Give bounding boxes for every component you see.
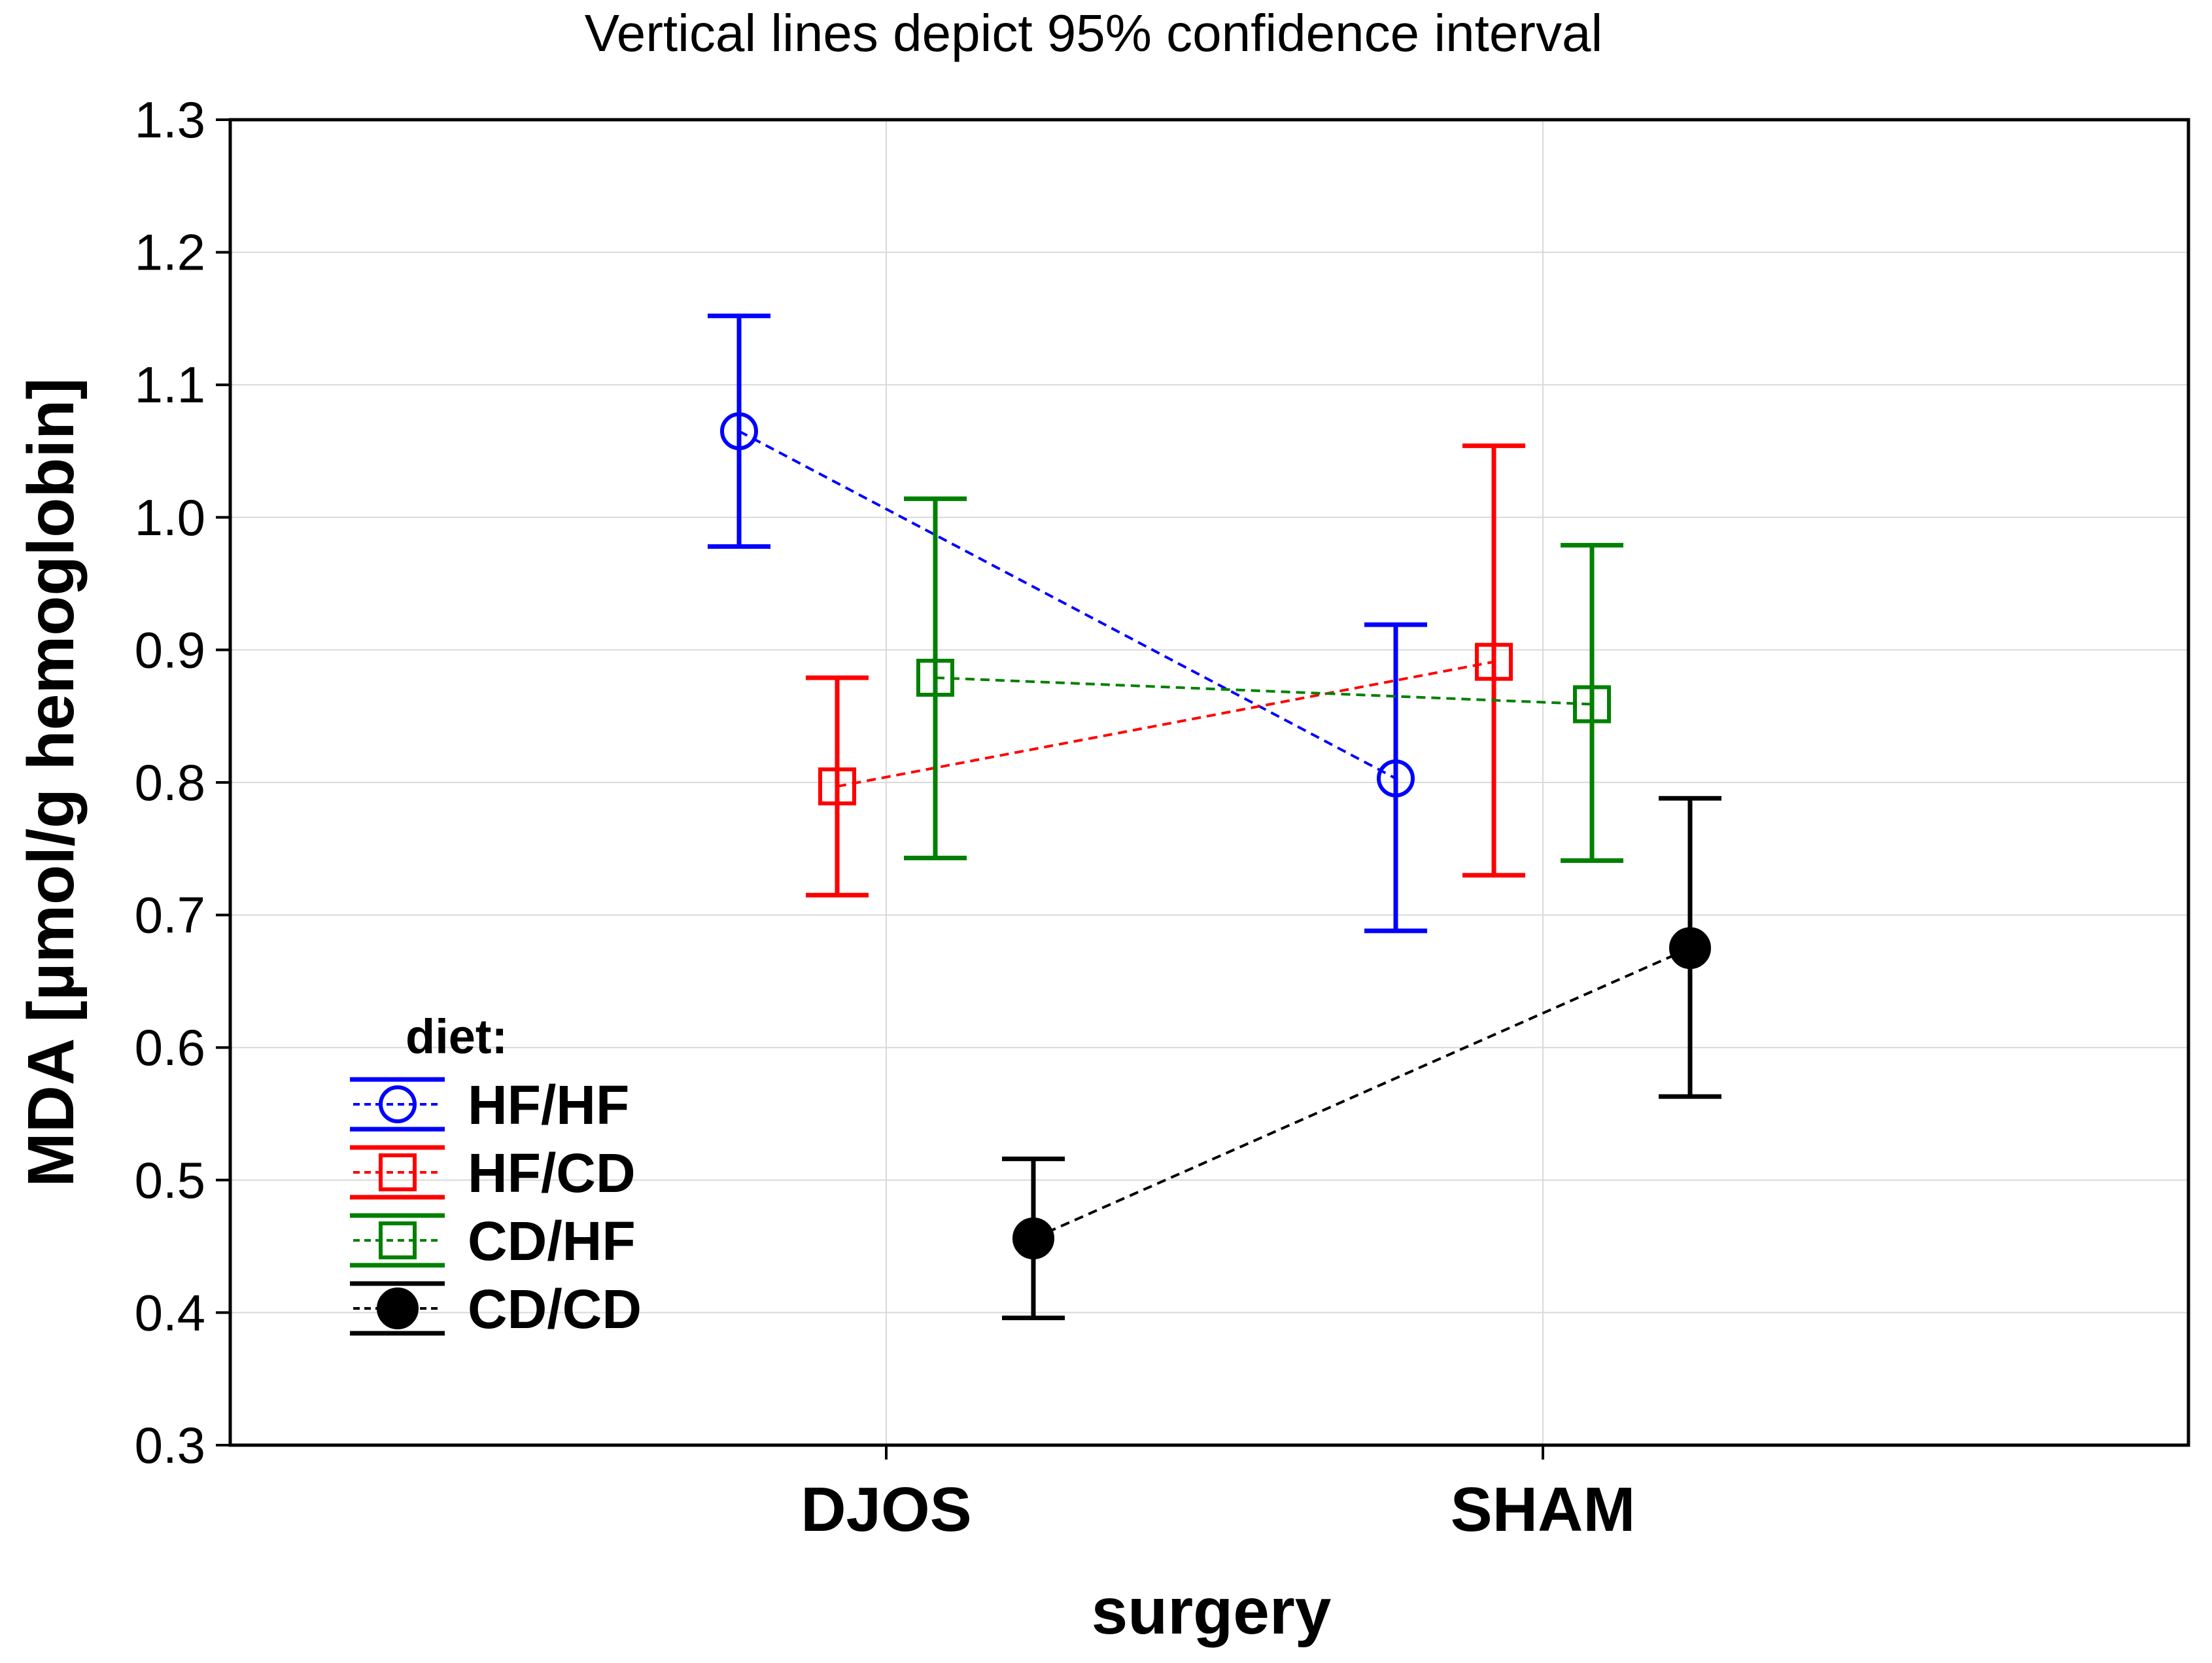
- x-axis-label: surgery: [1092, 1575, 1332, 1648]
- x-axis-categories: DJOS SHAM: [801, 1445, 1635, 1545]
- series-line: [738, 430, 1396, 780]
- legend-marker: [379, 1153, 417, 1191]
- series-cd-cd: [1002, 796, 1721, 1321]
- data-point: [1475, 642, 1513, 681]
- chart-subtitle: Vertical lines depict 95% confidence int…: [585, 4, 1602, 62]
- series-group: [708, 313, 1721, 1321]
- series-line: [935, 676, 1593, 706]
- y-axis-ticks: 0.3 0.4 0.5 0.6 0.7 0.8 0.9 1.0 1.1 1.2 1.3: [135, 91, 230, 1474]
- data-point: [1573, 685, 1611, 724]
- legend-item: HF/CD: [350, 1142, 636, 1204]
- y-tick-label: 0.6: [135, 1019, 205, 1076]
- data-point: [818, 767, 856, 806]
- legend-label: HF/CD: [468, 1142, 636, 1204]
- legend-item: HF/HF: [350, 1074, 629, 1136]
- data-point: [720, 412, 758, 451]
- y-tick-label: 0.3: [135, 1416, 205, 1474]
- data-point: [1669, 927, 1711, 970]
- data-point: [1377, 759, 1415, 797]
- y-tick-label: 1.3: [135, 91, 205, 149]
- legend-label: CD/CD: [468, 1278, 642, 1340]
- x-category-label: DJOS: [801, 1475, 971, 1545]
- legend-marker: [379, 1085, 417, 1123]
- y-axis-label: MDA [µmol/g hemoglobin]: [14, 377, 88, 1187]
- y-tick-label: 0.5: [135, 1151, 205, 1209]
- y-tick-label: 0.8: [135, 754, 205, 811]
- y-tick-label: 1.2: [135, 224, 205, 281]
- plot-frame: [228, 118, 2190, 1447]
- y-tick-label: 0.7: [135, 886, 205, 944]
- legend-marker: [377, 1287, 419, 1329]
- data-point: [1012, 1217, 1054, 1259]
- legend-label: CD/HF: [468, 1210, 636, 1272]
- series-hf-hf: [708, 313, 1427, 934]
- y-tick-label: 0.4: [135, 1284, 205, 1341]
- legend-item: CD/CD: [350, 1278, 642, 1340]
- series-line: [1033, 947, 1691, 1240]
- series-hf-cd: [806, 443, 1525, 898]
- legend-item: CD/HF: [350, 1210, 636, 1272]
- series-line: [837, 660, 1495, 788]
- data-point: [916, 658, 954, 697]
- legend-label: HF/HF: [468, 1074, 629, 1136]
- legend-title: diet:: [406, 1009, 508, 1064]
- y-tick-label: 1.0: [135, 489, 205, 546]
- y-tick-label: 1.1: [135, 356, 205, 413]
- x-category-label: SHAM: [1451, 1475, 1636, 1545]
- legend-marker: [379, 1221, 417, 1259]
- series-cd-hf: [904, 496, 1623, 864]
- y-tick-label: 0.9: [135, 621, 205, 678]
